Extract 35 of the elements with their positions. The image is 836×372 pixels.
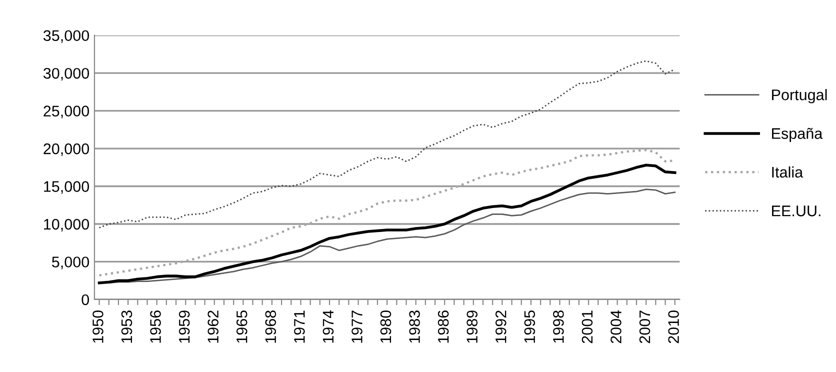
x-tick-label: 1965 (236, 310, 248, 343)
x-tick-label: 1977 (352, 310, 362, 343)
x-tick-label: 2010 (668, 310, 679, 344)
y-tick-label: 30,000 (43, 68, 90, 81)
y-tick-label: 10,000 (44, 218, 90, 232)
y-tick-label: 20,000 (44, 143, 90, 156)
x-tick-label: 1980 (380, 310, 392, 343)
line-series (98, 164, 676, 284)
x-tick-label: 1974 (322, 310, 334, 343)
x-tick-label: 2007 (639, 310, 650, 344)
x-tick-label: 1986 (438, 310, 449, 343)
x-tick-label: 1983 (409, 310, 420, 343)
y-tick-label: 0 (82, 294, 90, 306)
y-tick-label: 5,000 (52, 256, 90, 270)
legend-label: Portugal (772, 89, 827, 104)
x-tick-label: 1992 (495, 310, 506, 343)
x-tick-label: 1971 (294, 310, 305, 343)
y-tick-label: 15,000 (44, 181, 90, 194)
y-tick-label: 25,000 (44, 106, 90, 118)
line-series (98, 60, 676, 228)
y-tick-label: 35,000 (43, 30, 90, 43)
x-tick-label: 1998 (553, 310, 564, 343)
x-tick-label: 2001 (582, 310, 593, 344)
x-tick-label: 1959 (178, 310, 190, 343)
legend-label: España (772, 128, 823, 142)
x-tick-label: 1953 (121, 310, 132, 343)
x-tick-label: 2004 (610, 310, 622, 344)
x-tick-label: 1956 (150, 310, 161, 343)
x-tick-label: 1968 (265, 310, 276, 343)
x-tick-label: 1995 (524, 310, 536, 343)
x-tick-label: 1989 (466, 310, 478, 343)
x-tick-label: 1962 (208, 310, 218, 343)
x-tick-label: 1950 (92, 310, 104, 343)
legend-label: Italia (772, 166, 804, 178)
legend-label: EE.UU. (772, 206, 820, 216)
